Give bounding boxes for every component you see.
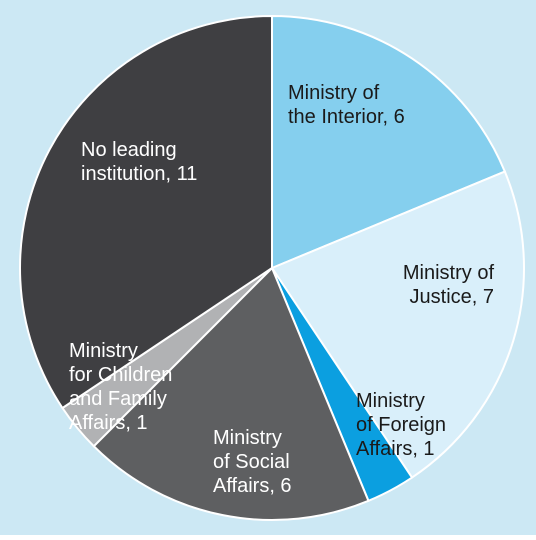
slice-label-line: of Foreign [356, 414, 446, 436]
pie-slice-5 [19, 14, 273, 410]
slice-label-3: Ministry of Social Affairs, 6 [213, 427, 292, 497]
slice-label-5: No leading institution, 11 [81, 139, 197, 185]
pie-slice-0 [271, 14, 507, 270]
pie-slice-3 [92, 266, 370, 521]
slice-label-1: Ministry of Justice, 7 [403, 262, 495, 308]
slice-label-0: Ministry of the Interior, 6 [288, 82, 405, 128]
slice-label-line: for Children [69, 364, 172, 386]
slice-label-line: Ministry of [403, 262, 495, 284]
slice-label-line: No leading [81, 139, 177, 161]
slice-label-4: Ministry for Children and Family Affairs, 1 [69, 340, 172, 434]
slice-label-line: Affairs, 1 [356, 438, 435, 460]
slice-label-line: Affairs, 6 [213, 475, 292, 497]
slice-label-2: Ministry of Foreign Affairs, 1 [356, 390, 446, 460]
slice-label-line: and Family [69, 388, 167, 410]
slice-label-line: Ministry [213, 427, 282, 449]
slice-label-line: the Interior, 6 [288, 106, 405, 128]
slice-label-line: Ministry [356, 390, 425, 412]
slice-label-line: of Social [213, 451, 290, 473]
slice-label-line: Ministry [69, 340, 138, 362]
pie-slice-1 [270, 170, 525, 479]
slice-label-line: institution, 11 [81, 163, 197, 185]
pie-slices [19, 14, 525, 521]
slice-label-line: Ministry of [288, 82, 380, 104]
slice-label-line: Justice, 7 [410, 286, 494, 308]
slice-label-line: Affairs, 1 [69, 412, 148, 434]
